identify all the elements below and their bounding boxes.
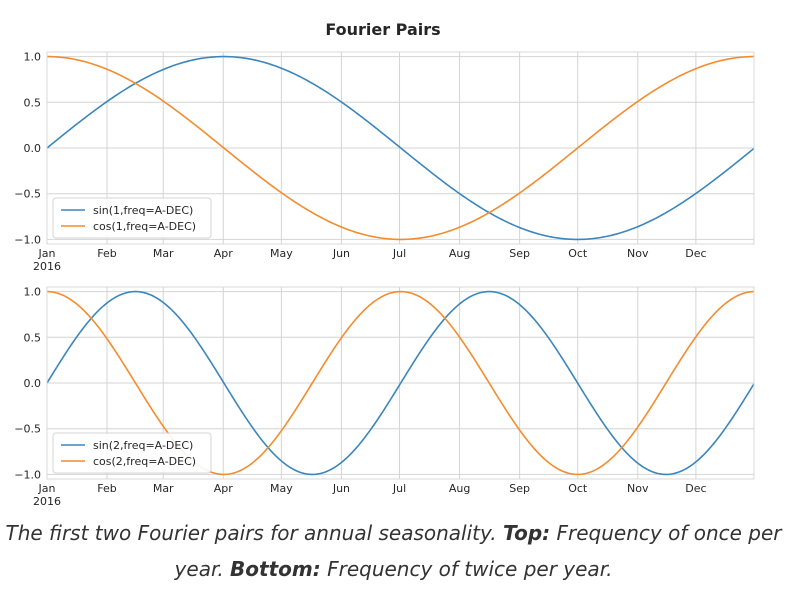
- legend-label: cos(1,freq=A-DEC): [93, 220, 196, 233]
- y-tick-label: 0.5: [24, 331, 42, 344]
- caption-top-label: Top:: [503, 521, 551, 545]
- series-line-sin-2: [46, 290, 755, 476]
- x-tick-label: Jun: [332, 247, 350, 260]
- x-tick-label: Jan: [38, 482, 56, 495]
- caption-text-3: Frequency of twice per year.: [327, 557, 613, 581]
- figure-caption: The first two Fourier pairs for annual s…: [0, 515, 787, 587]
- legend-label: sin(1,freq=A-DEC): [93, 204, 193, 217]
- caption-text-2: Frequency of once per year.: [174, 521, 782, 581]
- y-tick-label: 0.5: [24, 96, 42, 109]
- legend-label: sin(2,freq=A-DEC): [93, 439, 193, 452]
- y-tick-label: 1.0: [24, 286, 42, 299]
- x-tick-label: Dec: [685, 482, 706, 495]
- x-year-label: 2016: [33, 495, 61, 508]
- series-line-sin-1: [46, 55, 755, 241]
- x-tick-label: Nov: [627, 482, 649, 495]
- figure-title: Fourier Pairs: [325, 20, 440, 39]
- y-tick-label: −1.0: [14, 233, 41, 246]
- x-tick-label: Aug: [449, 482, 470, 495]
- x-tick-label: Jun: [332, 482, 350, 495]
- x-tick-label: Sep: [509, 247, 530, 260]
- legend-label: cos(2,freq=A-DEC): [93, 455, 196, 468]
- series-line-cos-1: [46, 55, 755, 241]
- x-tick-label: Oct: [568, 247, 588, 260]
- y-tick-label: 0.0: [24, 142, 42, 155]
- x-tick-label: Apr: [214, 247, 234, 260]
- x-tick-label: Mar: [153, 482, 174, 495]
- plot-frame: [46, 51, 755, 245]
- legend: sin(1,freq=A-DEC) cos(1,freq=A-DEC): [52, 197, 212, 239]
- y-tick-label: −0.5: [14, 423, 41, 436]
- x-tick-label: Oct: [568, 482, 588, 495]
- y-tick-label: 1.0: [24, 51, 42, 64]
- x-tick-label: Feb: [97, 247, 116, 260]
- y-tick-label: −1.0: [14, 468, 41, 481]
- x-tick-label: Jan: [38, 247, 56, 260]
- legend-box: [52, 197, 212, 239]
- y-tick-label: −0.5: [14, 188, 41, 201]
- caption-text-1: The first two Fourier pairs for annual s…: [5, 521, 497, 545]
- caption-bottom-label: Bottom:: [230, 557, 321, 581]
- x-tick-label: May: [270, 482, 293, 495]
- x-tick-label: Nov: [627, 247, 649, 260]
- x-tick-label: Jul: [392, 482, 406, 495]
- x-tick-label: Aug: [449, 247, 470, 260]
- legend-box: [52, 432, 212, 474]
- x-tick-label: May: [270, 247, 293, 260]
- series-line-cos-2: [46, 290, 755, 476]
- x-tick-label: Apr: [214, 482, 234, 495]
- legend: sin(2,freq=A-DEC) cos(2,freq=A-DEC): [52, 432, 212, 474]
- x-year-label: 2016: [33, 260, 61, 273]
- plot-frame: [46, 286, 755, 480]
- x-tick-label: Dec: [685, 247, 706, 260]
- x-tick-label: Mar: [153, 247, 174, 260]
- y-tick-label: 0.0: [24, 377, 42, 390]
- x-tick-label: Feb: [97, 482, 116, 495]
- x-tick-label: Sep: [509, 482, 530, 495]
- x-tick-label: Jul: [392, 247, 406, 260]
